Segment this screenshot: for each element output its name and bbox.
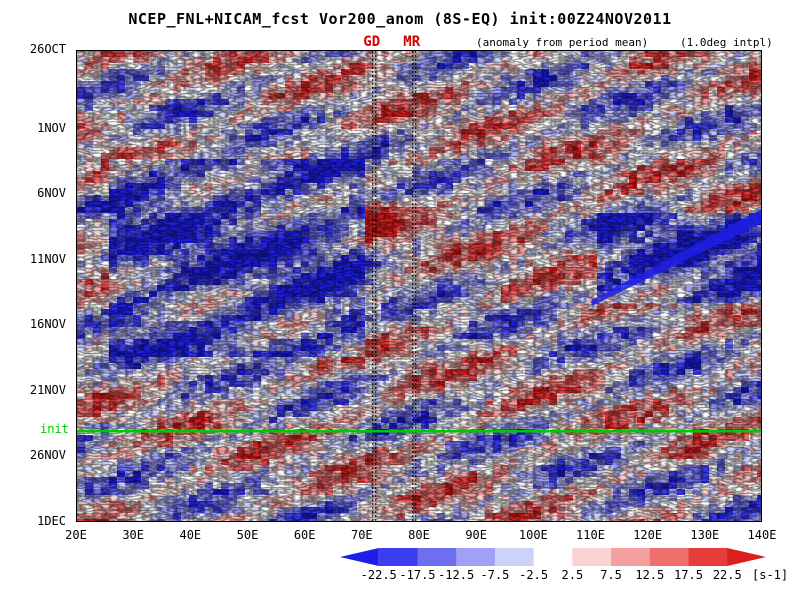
hovmoller-plot	[76, 50, 762, 522]
plot-canvas	[77, 51, 761, 521]
interpolation-note: (1.0deg intpl)	[680, 36, 773, 49]
reference-label: MR	[403, 34, 421, 50]
anomaly-note: (anomaly from period mean)	[476, 36, 649, 49]
chart-title: NCEP_FNL+NICAM_fcst Vor200_anom (8S-EQ) …	[128, 10, 672, 28]
reference-label: GD	[363, 34, 381, 50]
